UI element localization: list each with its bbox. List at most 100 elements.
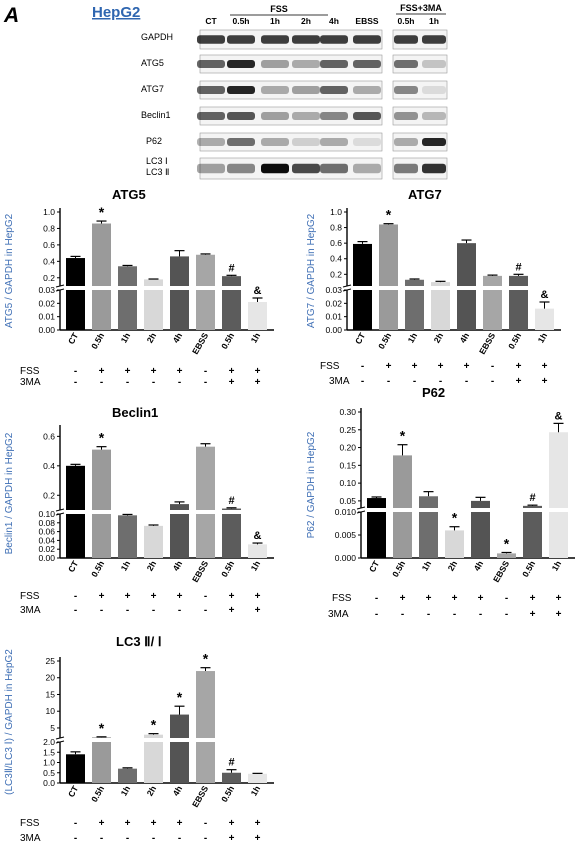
significance-marker: * — [99, 204, 105, 220]
y-tick-label: 0.10 — [339, 478, 356, 488]
bar — [405, 290, 424, 330]
y-tick-label: 2.0 — [43, 737, 55, 747]
blot-band — [320, 111, 348, 121]
bar-upper — [92, 449, 111, 510]
y-tick-label: 1.0 — [43, 758, 55, 768]
bar — [118, 515, 137, 558]
y-tick-label: 0.8 — [330, 223, 342, 233]
y-tick-label: 0.0 — [43, 778, 55, 788]
fss-sign: + — [177, 818, 183, 829]
chart-title: LC3 Ⅱ/ Ⅰ — [116, 634, 162, 649]
bar — [549, 512, 568, 558]
blot-band — [197, 111, 225, 121]
x-tick-label: CT — [353, 330, 368, 346]
bar-upper — [196, 446, 215, 510]
3ma-sign: - — [413, 376, 416, 387]
y-tick-label: 0.06 — [38, 527, 55, 537]
fss-sign: + — [177, 366, 183, 377]
y-tick-label: 0.25 — [339, 425, 356, 435]
y-tick-label: 0.20 — [339, 443, 356, 453]
lane-label: 0.5h — [397, 16, 414, 26]
y-tick-label: 0.04 — [38, 535, 55, 545]
significance-marker: # — [529, 492, 535, 504]
y-axis-label: ATG5 / GAPDH in HepG2 — [4, 213, 15, 328]
blot-strip — [199, 132, 383, 152]
blot-band — [353, 59, 381, 69]
blot-band — [353, 137, 381, 147]
3ma-sign: + — [229, 377, 235, 388]
y-tick-label: 0.02 — [325, 298, 342, 308]
blot-strip — [392, 106, 448, 126]
bar-upper — [393, 455, 412, 508]
3ma-sign: - — [178, 833, 181, 844]
blot-band — [292, 59, 320, 69]
bar — [144, 525, 163, 558]
bar — [92, 742, 111, 783]
blot-band — [394, 163, 418, 174]
chart-title: Beclin1 — [112, 405, 158, 420]
x-tick-label: 2h — [145, 331, 159, 345]
x-tick-label: 2h — [446, 559, 460, 573]
significance-marker: * — [386, 207, 392, 223]
fss-group-label: FSS — [270, 4, 288, 14]
treatment-rows: FSS 3MA - - + - + - + - + - - - + + + + — [328, 593, 562, 620]
x-tick-label: 0.5h — [219, 331, 236, 351]
bar-upper — [471, 500, 490, 508]
y-tick-label: 0.00 — [38, 325, 55, 335]
bar — [118, 290, 137, 330]
blot-band — [292, 35, 320, 44]
y-tick-label: 0.05 — [339, 496, 356, 506]
x-tick-label: 4h — [458, 331, 472, 345]
blot-band — [261, 85, 289, 95]
3ma-sign: - — [152, 833, 155, 844]
3ma-sign: - — [427, 609, 430, 620]
blot-band — [261, 59, 289, 69]
3ma-sign: - — [152, 377, 155, 388]
3ma-sign: - — [505, 609, 508, 620]
3ma-sign: - — [439, 376, 442, 387]
bar — [523, 512, 542, 558]
fss-sign: + — [530, 593, 536, 604]
y-tick-label: 0.15 — [339, 460, 356, 470]
x-tick-label: 0.5h — [89, 784, 106, 804]
fss-sign: - — [361, 361, 364, 372]
y-tick-label: 0.2 — [43, 490, 55, 500]
fss-sign: - — [74, 591, 77, 602]
bar — [196, 514, 215, 558]
significance-marker: * — [504, 535, 510, 551]
bar — [445, 530, 464, 558]
significance-marker: & — [254, 285, 262, 297]
x-tick-label: 0.5h — [89, 559, 106, 579]
y-axis-label: (LC3Ⅱ/LC3 Ⅰ) / GAPDH in HepG2 — [4, 649, 15, 795]
y-tick-label: 0.010 — [335, 507, 357, 517]
fss-sign: + — [151, 818, 157, 829]
x-tick-label: 0.5h — [89, 331, 106, 351]
y-tick-label: 0.2 — [43, 273, 55, 283]
y-tick-label: 0.00 — [38, 553, 55, 563]
western-blot: FSS FSS+3MA CT 0.5h 1h 2h 4h EBSS 0.5h 1… — [141, 3, 448, 180]
bar-upper — [144, 734, 163, 738]
significance-marker: & — [541, 289, 549, 301]
bar-upper — [92, 223, 111, 286]
bar-chart-4: LC3 Ⅱ/ Ⅰ (LC3Ⅱ/LC3 Ⅰ) / GAPDH in HepG2 0.0… — [4, 634, 274, 844]
y-tick-label: 0.6 — [43, 240, 55, 250]
significance-marker: & — [254, 530, 262, 542]
fss-sign: + — [400, 593, 406, 604]
bar-upper — [367, 498, 386, 508]
x-tick-label: 4h — [472, 559, 486, 573]
bar — [248, 302, 267, 330]
significance-marker: & — [555, 410, 563, 422]
bar-upper — [92, 737, 111, 738]
y-tick-label: 0.02 — [38, 544, 55, 554]
blot-band — [422, 137, 446, 147]
blot-band — [320, 137, 348, 147]
bar — [170, 290, 189, 330]
fss-sign: - — [74, 818, 77, 829]
lane-label: 4h — [329, 16, 339, 26]
y-tick-label: 0.4 — [330, 254, 342, 264]
y-tick-label: 1.5 — [43, 747, 55, 757]
x-tick-label: CT — [66, 783, 81, 799]
x-tick-label: CT — [367, 558, 382, 574]
y-axis-label: ATG7 / GAPDH in HepG2 — [306, 213, 317, 328]
3ma-sign: - — [126, 377, 129, 388]
